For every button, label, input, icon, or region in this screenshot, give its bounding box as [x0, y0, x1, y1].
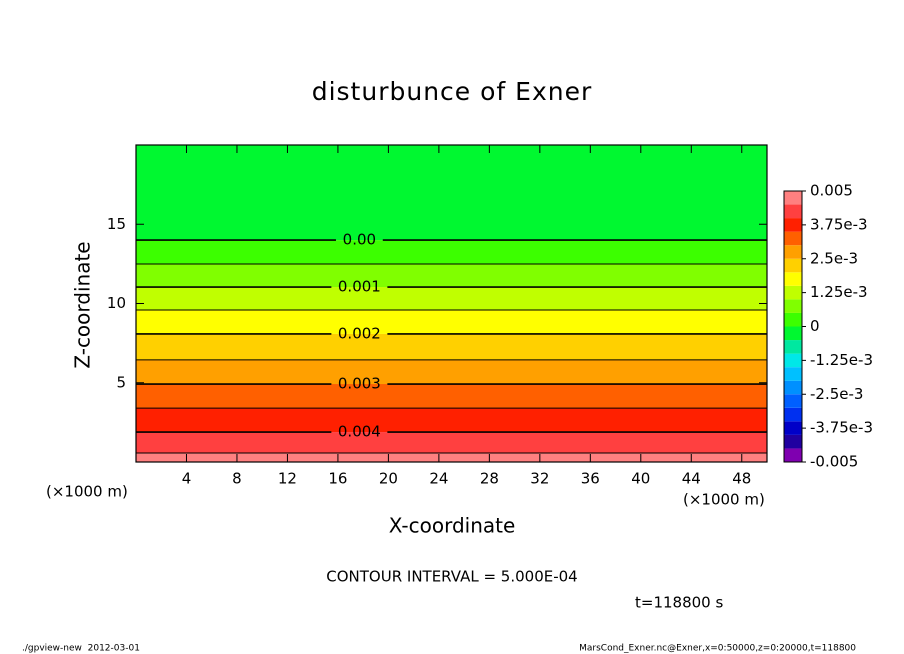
colorbar-band: [784, 394, 802, 408]
x-tick-label: 48: [732, 470, 751, 488]
y-tick-label: 10: [107, 294, 126, 312]
x-tick-label: 24: [429, 470, 448, 488]
colorbar-band: [784, 340, 802, 354]
field-band: [136, 408, 767, 433]
y-tick-label: 15: [107, 215, 126, 233]
x-tick-label: 32: [530, 470, 549, 488]
colorbar-tick-label: -2.5e-3: [810, 385, 863, 403]
x-tick-label: 16: [328, 470, 347, 488]
colorbar-tick-label: -1.25e-3: [810, 351, 873, 369]
field-band: [136, 240, 767, 265]
colorbar-band: [784, 191, 802, 205]
field-band: [136, 287, 767, 310]
field-band: [136, 384, 767, 409]
colorbar-band: [784, 448, 802, 462]
x-unit-label: (×1000 m): [46, 483, 128, 501]
field-band: [136, 333, 767, 360]
colorbar-band: [784, 326, 802, 341]
colorbar-tick-label: 3.75e-3: [810, 215, 868, 233]
colorbar-band: [784, 312, 802, 327]
field-band: [136, 264, 767, 288]
colorbar-tick-label: 1.25e-3: [810, 283, 868, 301]
colorbar-band: [784, 407, 802, 422]
colorbar-band: [784, 434, 802, 449]
colorbar-tick-label: 0: [810, 317, 820, 335]
colorbar-tick-label: 0.005: [810, 182, 853, 200]
contour-label: 0.004: [338, 423, 381, 441]
x-tick-label: 20: [379, 470, 398, 488]
colorbar-band: [784, 285, 802, 300]
x-tick-label: 28: [480, 470, 499, 488]
footer-left: ./gpview-new 2012-03-01: [22, 644, 140, 654]
chart-title: disturbunce of Exner: [312, 77, 593, 106]
colorbar-tick-label: 2.5e-3: [810, 249, 858, 267]
colorbar-tick-label: -3.75e-3: [810, 419, 873, 437]
colorbar-band: [784, 367, 802, 381]
colorbar-band: [784, 245, 802, 259]
colorbar-band: [784, 258, 802, 273]
x-tick-label: 40: [631, 470, 650, 488]
y-tick-label: 5: [116, 373, 126, 391]
field-band: [136, 432, 767, 453]
x-tick-label: 12: [278, 470, 297, 488]
contour-label: 0.003: [338, 375, 381, 393]
contour-interval-note: CONTOUR INTERVAL = 5.000E-04: [326, 568, 577, 586]
y-axis-label: Z-coordinate: [71, 241, 95, 368]
x-axis-label: X-coordinate: [389, 514, 516, 538]
colorbar-band: [784, 272, 802, 286]
footer-right: MarsCond_Exner.nc@Exner,x=0:50000,z=0:20…: [579, 644, 856, 654]
colorbar-band: [784, 299, 802, 313]
x-tick-label: 8: [232, 470, 242, 488]
x-tick-label: 36: [581, 470, 600, 488]
field-band: [136, 309, 767, 334]
field-band: [136, 145, 767, 241]
colorbar-band: [784, 204, 802, 219]
contour-label: 0.002: [338, 324, 381, 342]
field-band: [136, 359, 767, 385]
colorbar-tick-label: -0.005: [810, 453, 858, 471]
field-band: [136, 452, 767, 462]
time-note: t=118800 s: [635, 594, 723, 612]
x-tick-label: 44: [682, 470, 701, 488]
colorbar-band: [784, 218, 802, 232]
x-unit-label: (×1000 m): [683, 491, 765, 509]
colorbar-band: [784, 380, 802, 395]
contour-label: 0.00: [343, 231, 376, 249]
x-tick-label: 4: [182, 470, 192, 488]
colorbar-band: [784, 231, 802, 246]
colorbar-band: [784, 421, 802, 435]
contour-label: 0.001: [338, 278, 381, 296]
colorbar-band: [784, 353, 802, 368]
